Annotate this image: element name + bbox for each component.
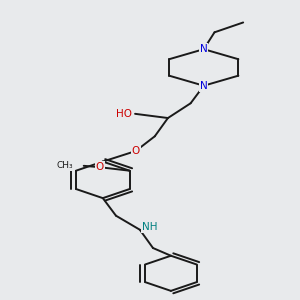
Text: N: N: [200, 81, 208, 91]
Text: HO: HO: [116, 109, 132, 119]
Text: NH: NH: [142, 222, 158, 232]
Text: CH₃: CH₃: [57, 161, 74, 170]
Text: N: N: [200, 44, 208, 54]
Text: O: O: [131, 146, 140, 156]
Text: O: O: [96, 162, 104, 172]
